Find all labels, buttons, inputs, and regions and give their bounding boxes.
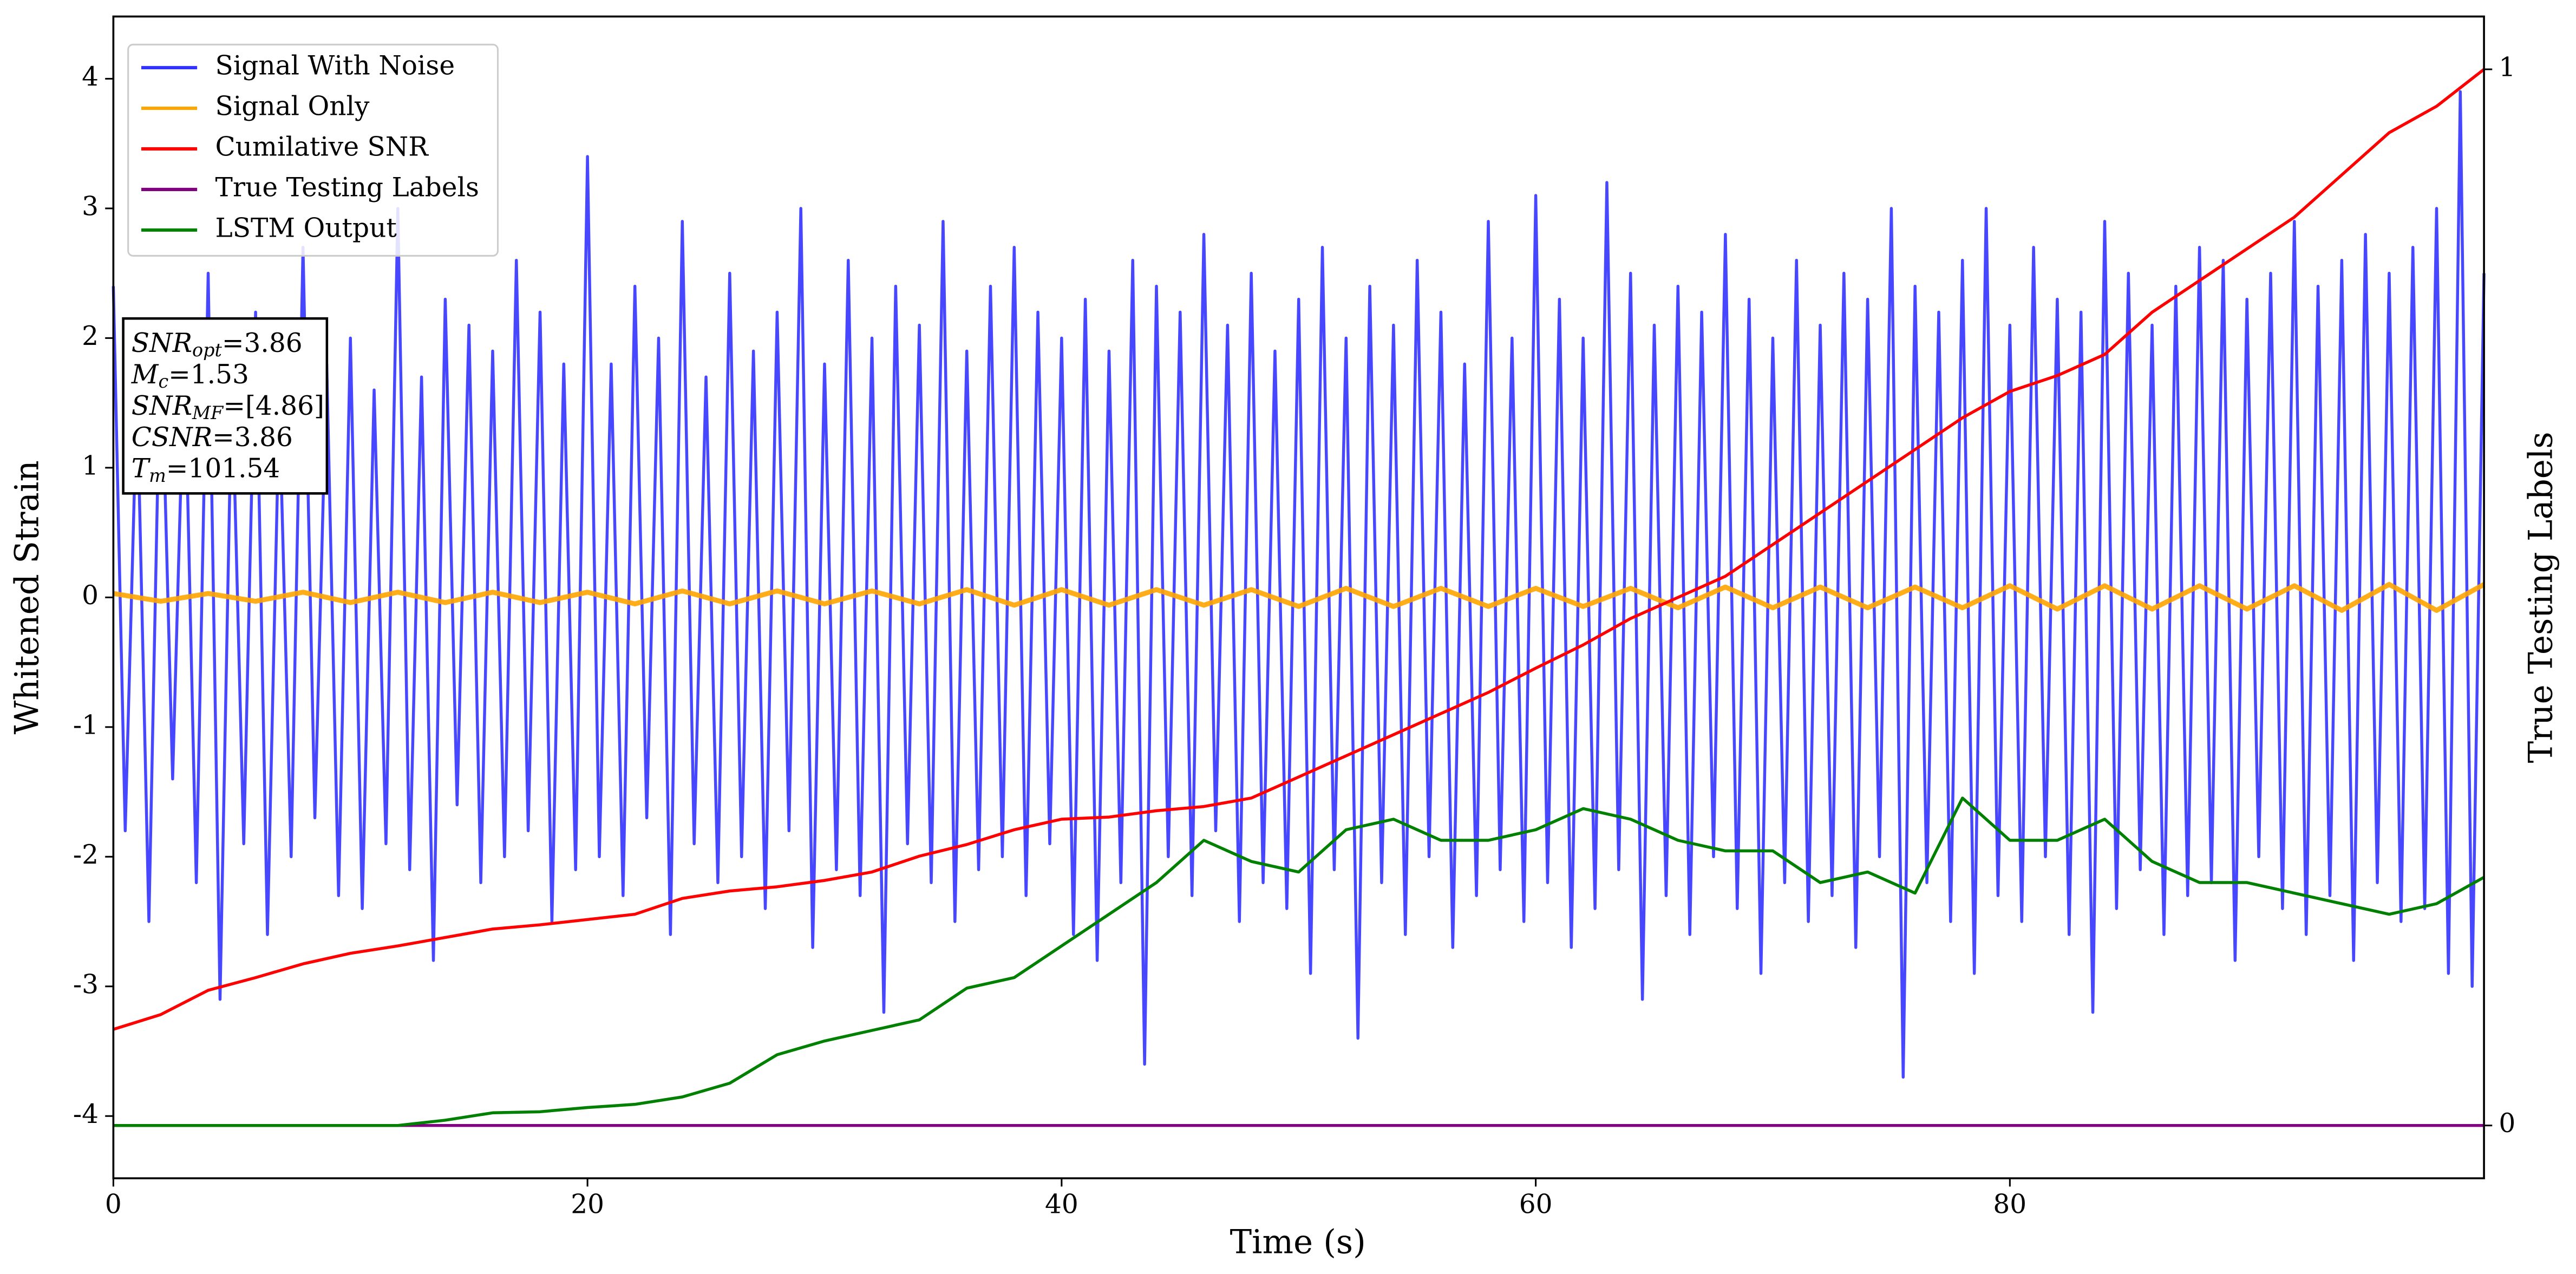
annotation-line: Tm=101.54: [132, 453, 280, 486]
annotation-value: =101.54: [166, 453, 280, 484]
annotation-line: SNRopt=3.86: [132, 328, 303, 361]
plot-area: [112, 68, 2486, 1127]
annotation-symbol: SNR: [132, 328, 192, 358]
y2-axis-label: True Testing Labels: [2522, 432, 2560, 763]
x-tick-label: 20: [571, 1189, 604, 1219]
y2-tick-label: 1: [2499, 52, 2515, 82]
y-tick-label: 2: [82, 321, 99, 351]
annotation-symbol: CSNR: [132, 422, 212, 452]
annotation-symbol: SNR: [132, 390, 192, 421]
annotation-box: SNRopt=3.86Mc=1.53SNRMF=[4.86]CSNR=3.86T…: [122, 317, 329, 495]
annotation-subscript: m: [149, 465, 166, 486]
legend-label: True Testing Labels: [215, 172, 479, 202]
annotation-subscript: c: [158, 371, 168, 392]
legend-label: Signal Only: [215, 91, 370, 121]
x-tick-label: 0: [105, 1189, 122, 1219]
legend-frame: [127, 43, 499, 257]
y-tick-label: -1: [73, 710, 99, 740]
x-tick-label: 60: [1519, 1189, 1553, 1219]
annotation-value: =[4.86]: [223, 390, 324, 421]
y-tick-label: 1: [82, 450, 99, 481]
x-axis-label: Time (s): [1230, 1223, 1366, 1261]
annotation-value: =1.53: [168, 359, 249, 389]
data-line: [112, 90, 2486, 1079]
x-tick-label: 40: [1045, 1189, 1078, 1219]
legend: Signal With Noise Signal Only Cumilative S…: [127, 43, 499, 257]
annotation-value: =3.86: [212, 422, 293, 452]
legend-label: Signal With Noise: [215, 50, 455, 81]
y-tick-label: 3: [82, 191, 99, 221]
annotation-subscript: MF: [192, 402, 224, 423]
annotation-line: SNRMF=[4.86]: [132, 390, 324, 423]
data-line: [113, 68, 2485, 1031]
data-line: [113, 582, 2486, 613]
annotation-frame: [122, 317, 329, 495]
y-axis-label: Whitened Strain: [9, 460, 47, 734]
y2-tick-label: 0: [2499, 1108, 2515, 1139]
annotation-symbol: T: [132, 453, 151, 484]
y-tick-label: -3: [73, 969, 99, 999]
data-line: [113, 796, 2485, 1127]
annotation-symbol: M: [131, 359, 159, 389]
y-tick-label: 0: [82, 580, 99, 611]
x-tick-label: 80: [1993, 1189, 2026, 1219]
legend-label: Cumilative SNR: [215, 132, 429, 162]
y-tick-label: -4: [73, 1099, 99, 1129]
y-tick-label: 4: [82, 62, 99, 92]
annotation-line: CSNR=3.86: [132, 422, 293, 452]
annotation-subscript: opt: [192, 339, 222, 361]
y-tick-label: -2: [73, 840, 99, 870]
annotation-line: Mc=1.53: [131, 359, 249, 392]
legend-label: LSTM Output: [215, 213, 397, 243]
annotation-value: =3.86: [222, 328, 303, 358]
